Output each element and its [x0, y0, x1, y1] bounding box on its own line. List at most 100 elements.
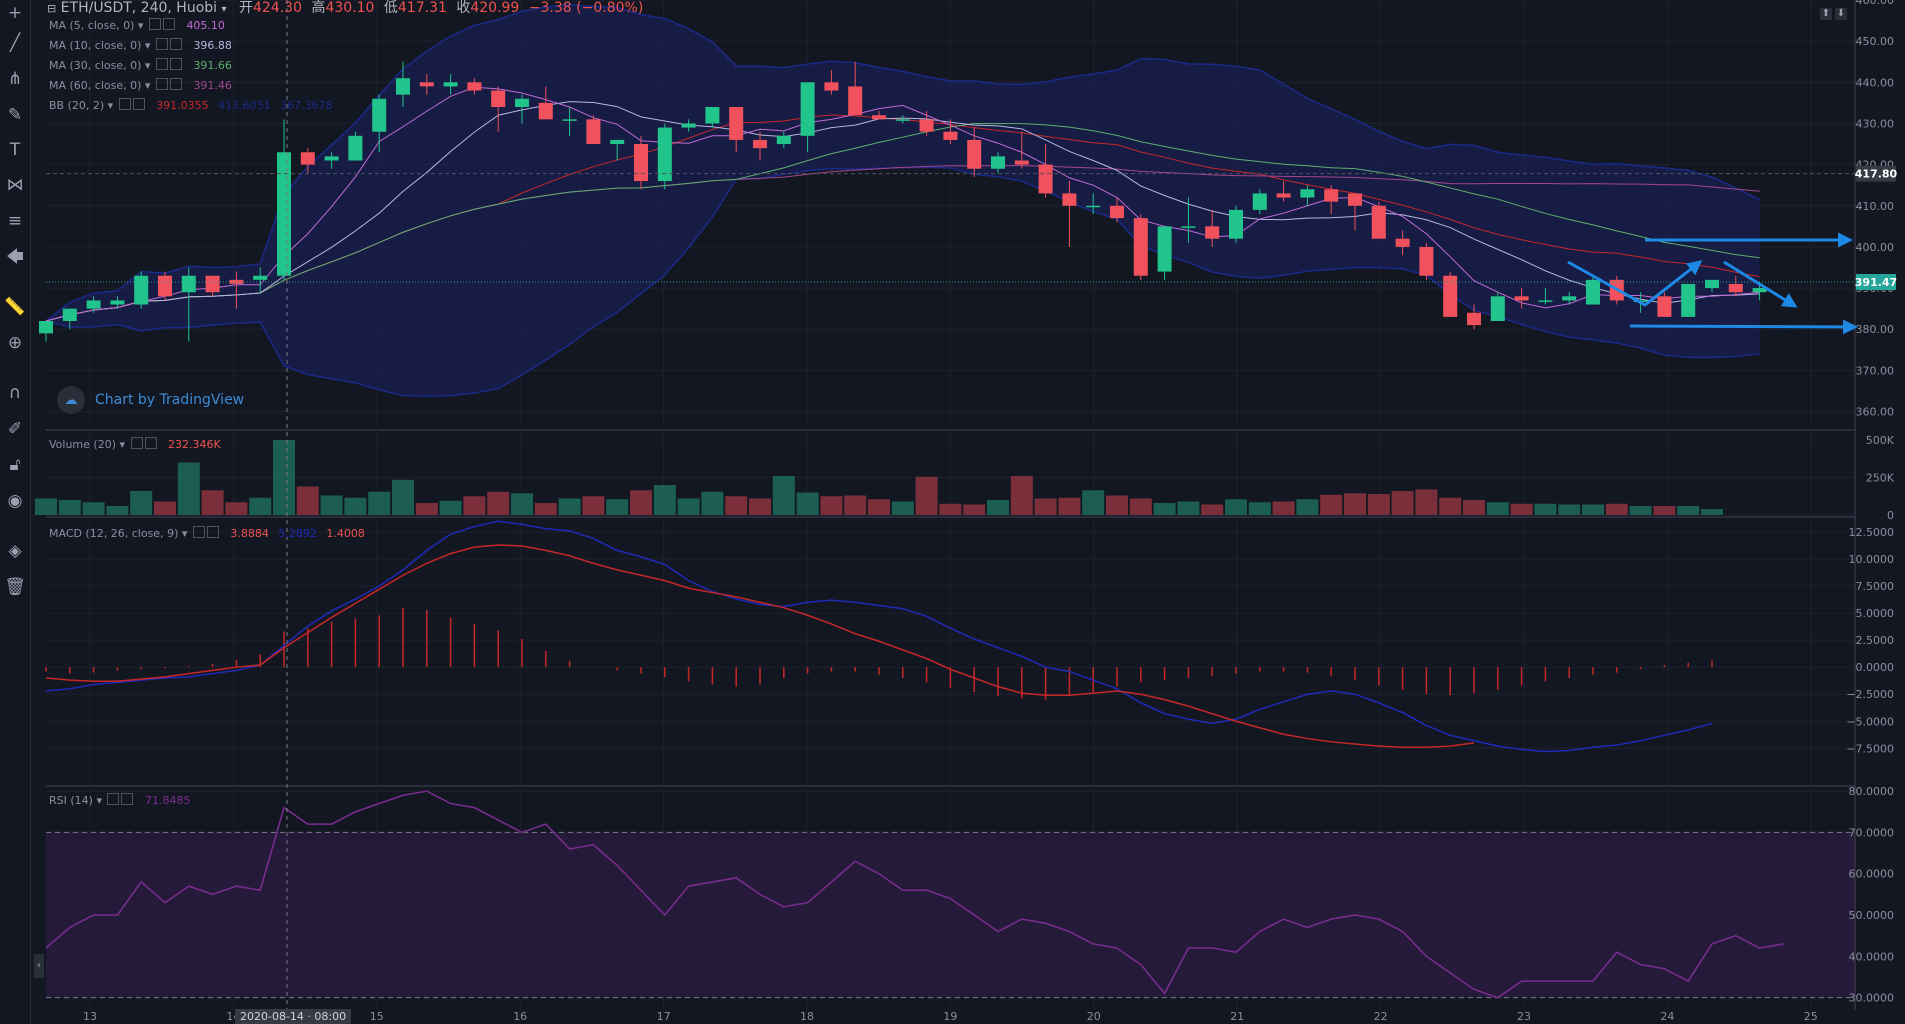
- last-price-label: 391.47: [1855, 276, 1897, 289]
- legend-macd[interactable]: MACD (12, 26, close, 9) ▾ 3.8884 5.2892 …: [49, 526, 365, 540]
- settings-icon[interactable]: [118, 98, 131, 110]
- settings-icon[interactable]: [155, 38, 168, 50]
- chevron-down-icon[interactable]: ▾: [221, 4, 227, 15]
- back-arrow-icon[interactable]: 🡄: [6, 246, 24, 267]
- pitchfork-icon[interactable]: ⋔: [7, 68, 23, 89]
- legend-rsi[interactable]: RSI (14) ▾ 71.8485: [49, 793, 191, 807]
- pattern-icon[interactable]: ⋈: [6, 174, 24, 195]
- close-icon[interactable]: [169, 38, 182, 50]
- close-icon[interactable]: [206, 526, 219, 538]
- candle-body: [1014, 160, 1029, 165]
- close-icon[interactable]: [169, 58, 182, 70]
- settings-icon[interactable]: [148, 18, 161, 30]
- text-icon[interactable]: T: [9, 139, 21, 160]
- rsi-tick-label: 70.0000: [1849, 826, 1895, 839]
- ohlc-header: ⊟ ETH/USDT, 240, Huobi ▾ 开424.30 高430.10…: [47, 0, 643, 18]
- legend-ma60[interactable]: MA (60, close, 0) ▾ 391.46: [49, 78, 232, 92]
- drawn-arrows: [1567, 232, 1858, 335]
- volume-bar: [725, 496, 748, 515]
- rsi-tick-label: 60.0000: [1849, 868, 1895, 881]
- volume-bar: [106, 506, 129, 515]
- volume-bar: [939, 503, 962, 515]
- volume-bar: [392, 479, 414, 515]
- legend-ma30[interactable]: MA (30, close, 0) ▾ 391.66: [49, 58, 232, 72]
- bb-value: 391.0355: [156, 99, 209, 112]
- close-icon[interactable]: [144, 437, 157, 449]
- lock-drawing-icon[interactable]: ✐: [7, 418, 23, 439]
- legend-ma10[interactable]: MA (10, close, 0) ▾ 396.88: [49, 38, 232, 52]
- magnet-icon[interactable]: ∩: [8, 382, 22, 403]
- settings-icon[interactable]: [155, 78, 168, 90]
- candle-body: [1252, 193, 1267, 210]
- volume-bar: [177, 462, 200, 515]
- measure-settings-icon[interactable]: ≡: [7, 210, 23, 231]
- x-tick-label: 19: [943, 1010, 957, 1023]
- close-icon[interactable]: [169, 78, 182, 90]
- volume-bar: [1201, 504, 1224, 515]
- volume-bar: [1486, 502, 1509, 515]
- candle-body: [1157, 226, 1172, 272]
- ma60-label: MA (60, close, 0): [49, 79, 142, 92]
- candle-body: [324, 156, 339, 161]
- volume-bar: [987, 500, 1009, 515]
- zigzag-arrow[interactable]: [1567, 260, 1703, 307]
- settings-icon[interactable]: [107, 793, 120, 805]
- eye-icon[interactable]: ◉: [7, 490, 23, 511]
- candle-body: [1562, 296, 1577, 301]
- settings-icon[interactable]: [130, 437, 143, 449]
- candle-body: [1490, 296, 1505, 321]
- rsi-value: 71.8485: [144, 794, 191, 807]
- volume-tick-label: 0: [1887, 509, 1894, 522]
- symbol-title[interactable]: ETH/USDT, 240, Huobi: [60, 0, 218, 16]
- ruler-icon[interactable]: 📏: [4, 296, 26, 317]
- collapse-toolbar-icon[interactable]: ‹: [34, 954, 44, 978]
- legend-ma5[interactable]: MA (5, close, 0) ▾ 405.10: [49, 18, 225, 32]
- support-arrow[interactable]: [1629, 319, 1858, 335]
- volume-bar: [1534, 503, 1557, 515]
- close-icon[interactable]: [121, 793, 134, 805]
- settings-icon[interactable]: [192, 526, 205, 538]
- candlestick-series: [39, 61, 1767, 342]
- legend-volume[interactable]: Volume (20) ▾ 232.346K: [49, 437, 221, 451]
- volume-bar: [534, 503, 557, 515]
- bb-upper-value: 413.6051: [218, 99, 271, 112]
- trendline-icon[interactable]: ╱: [9, 32, 21, 53]
- watermark-text: Chart by TradingView: [95, 392, 245, 408]
- x-tick-label: 20: [1087, 1010, 1101, 1023]
- unlock-icon[interactable]: 🔓︎: [9, 454, 21, 475]
- down-arrow[interactable]: [1723, 260, 1798, 308]
- candle-body: [277, 152, 291, 276]
- crosshair-icon[interactable]: +: [7, 2, 23, 23]
- close-icon[interactable]: [132, 98, 145, 110]
- legend-bb[interactable]: BB (20, 2) ▾ 391.0355 413.6051 367.3678: [49, 98, 333, 112]
- macd-tick-label: 0.0000: [1856, 661, 1895, 674]
- x-tick-label: 13: [83, 1010, 97, 1023]
- macd-line-value: 5.2892: [278, 527, 317, 540]
- candle-body: [1443, 275, 1458, 317]
- candle-body: [776, 135, 791, 145]
- close-icon[interactable]: [162, 18, 175, 30]
- trash-icon[interactable]: 🗑︎: [4, 576, 26, 597]
- macd-series: [45, 520, 1713, 753]
- settings-icon[interactable]: [155, 58, 168, 70]
- collapse-legend-icon[interactable]: ⊟: [47, 2, 57, 15]
- layers-icon[interactable]: ◈: [8, 540, 22, 561]
- maximize-pane-icon[interactable]: ⬆: [1820, 8, 1832, 20]
- brush-icon[interactable]: ✎: [7, 104, 23, 125]
- candle-body: [919, 119, 934, 132]
- rsi-tick-label: 40.0000: [1849, 950, 1895, 963]
- candle-body: [1038, 164, 1053, 194]
- candle-body: [800, 82, 815, 136]
- rsi-series: [45, 790, 1855, 999]
- volume-bar: [1344, 493, 1366, 515]
- zoom-in-icon[interactable]: ⊕: [7, 332, 23, 353]
- x-tick-label: 24: [1660, 1010, 1674, 1023]
- candle-body: [1586, 279, 1600, 305]
- volume-bar: [201, 490, 224, 515]
- volume-bar: [1605, 503, 1628, 515]
- tradingview-watermark[interactable]: ☁ Chart by TradingView: [57, 386, 245, 414]
- volume-bar: [1034, 498, 1057, 515]
- minimize-pane-icon[interactable]: ⬇: [1835, 8, 1847, 20]
- candle-body: [1705, 279, 1719, 289]
